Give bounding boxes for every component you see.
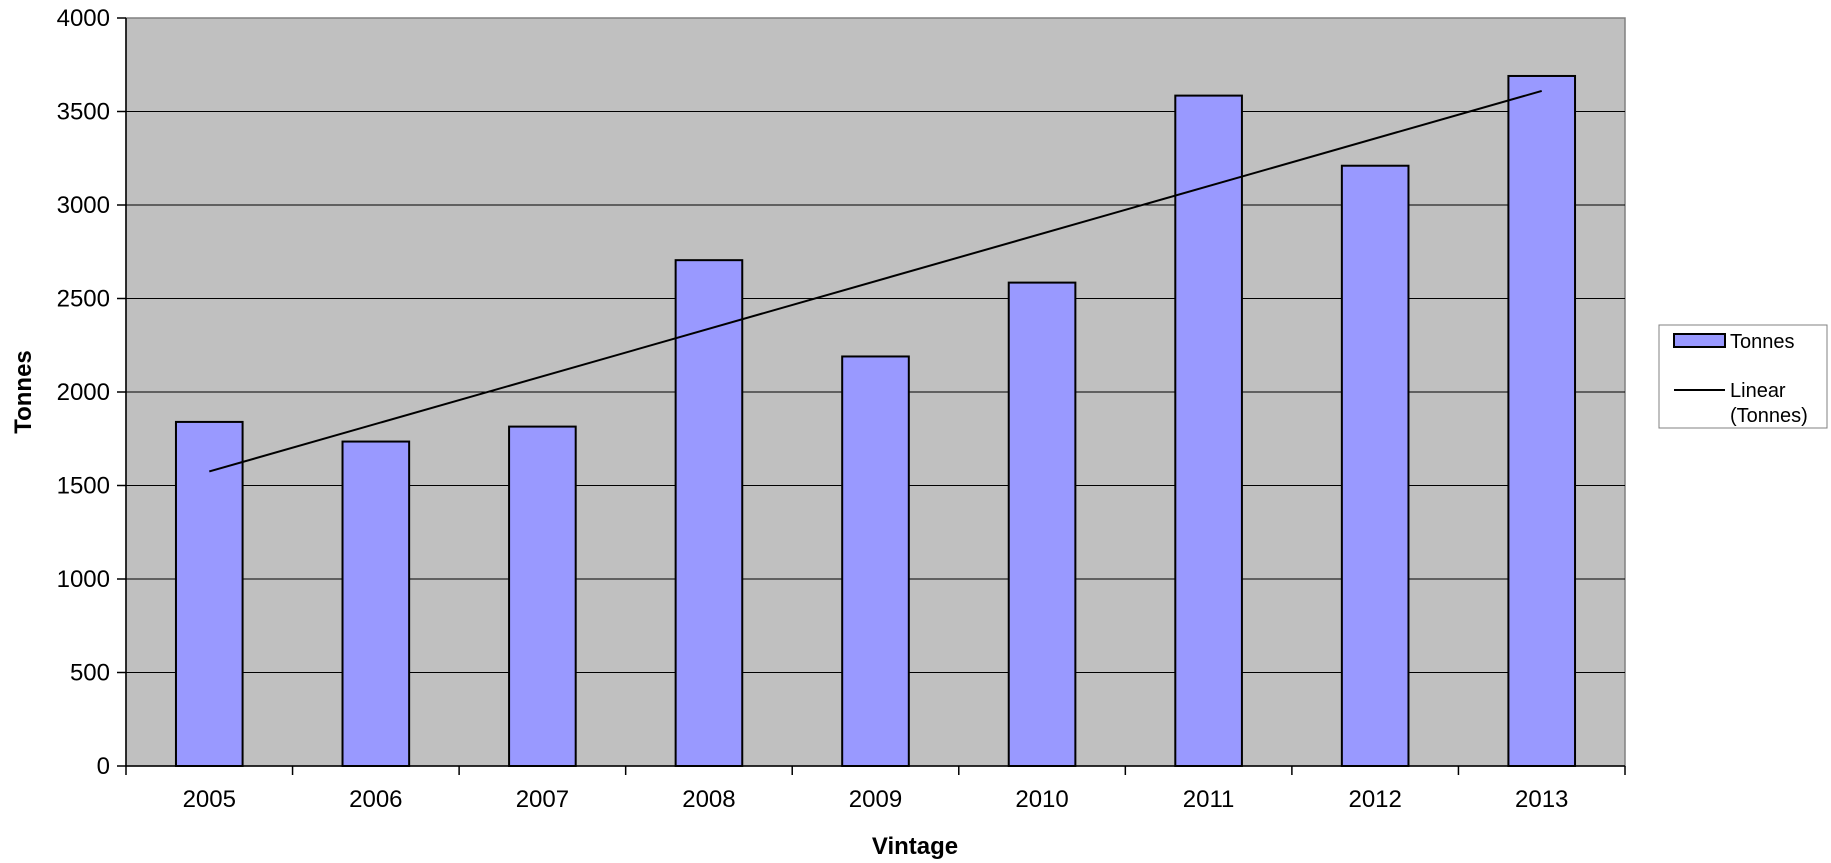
legend-bar-label: Tonnes	[1730, 331, 1795, 353]
bar-2012	[1340, 164, 1410, 768]
y-tick-label: 1500	[57, 473, 110, 500]
bars	[174, 74, 1577, 768]
x-tick-label: 2008	[682, 786, 735, 813]
x-tick-label: 2005	[183, 786, 236, 813]
bar-2006	[341, 440, 411, 767]
y-tick-label: 2500	[57, 286, 110, 313]
bar-2007	[508, 425, 577, 767]
legend-trend-label-line2: (Tonnes)	[1730, 405, 1808, 427]
legend-bar-swatch	[1673, 333, 1726, 348]
x-tick-label: 2006	[349, 786, 402, 813]
bar-2010	[1007, 281, 1077, 767]
legend: Tonnes Linear (Tonnes)	[1658, 324, 1828, 429]
x-tick-label: 2010	[1015, 786, 1068, 813]
x-tick-label: 2009	[849, 786, 902, 813]
legend-trend-label-line1: Linear	[1730, 380, 1786, 402]
y-tick-label: 1000	[57, 566, 110, 593]
y-tick-label: 2000	[57, 379, 110, 406]
bar-2011	[1174, 94, 1243, 768]
x-tick-label: 2012	[1348, 786, 1401, 813]
axes	[117, 17, 1626, 775]
bar-2013	[1507, 74, 1577, 768]
y-tick-label: 3000	[57, 192, 110, 219]
x-axis-title: Vintage	[872, 833, 958, 860]
x-tick-label: 2011	[1183, 786, 1235, 813]
y-tick-label: 3500	[57, 99, 110, 126]
x-tick-labels: 2005 2006 2007 2008 2009 2010 2011 2012 2013	[183, 786, 1569, 813]
x-tick-label: 2013	[1515, 786, 1568, 813]
bar-2008	[674, 259, 744, 767]
bar-2005	[174, 420, 244, 767]
bar-2009	[841, 355, 910, 767]
trendline	[209, 89, 1542, 473]
y-tick-label: 500	[70, 660, 110, 687]
y-tick-label: 0	[97, 753, 110, 780]
y-tick-label: 4000	[57, 5, 110, 32]
y-tick-labels: 0 500 1000 1500 2000 2500 3000 3500 4000	[57, 5, 110, 780]
y-axis-title: Tonnes	[10, 350, 37, 434]
x-tick-label: 2007	[516, 786, 569, 813]
